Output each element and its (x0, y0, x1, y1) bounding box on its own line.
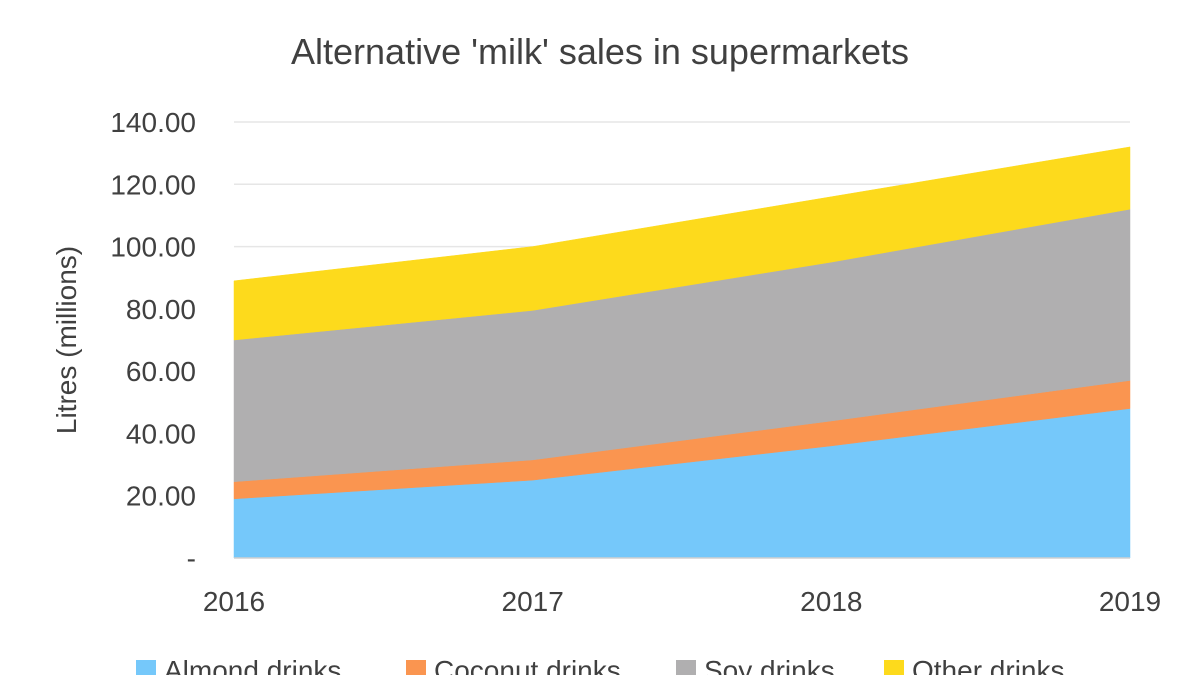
legend: Almond drinks Coconut drinks Soy drinks Oth… (136, 655, 1065, 675)
legend-label: Almond drinks (164, 655, 341, 675)
x-tick-label: 2017 (502, 586, 564, 617)
legend-label: Coconut drinks (434, 655, 621, 675)
y-tick-label: 40.00 (126, 418, 196, 449)
y-tick-label: 120.00 (110, 169, 196, 200)
legend-swatch (136, 660, 156, 675)
y-tick-label: 140.00 (110, 107, 196, 138)
x-axis-ticks: 2016 2017 2018 2019 (203, 557, 1161, 617)
legend-label: Soy drinks (704, 655, 835, 675)
y-tick-label: 80.00 (126, 294, 196, 325)
area-series (233, 146, 1131, 559)
x-tick-label: 2016 (203, 586, 265, 617)
x-tick-label: 2018 (800, 586, 862, 617)
y-tick-label: - (187, 543, 196, 574)
chart-title: Alternative 'milk' sales in supermarkets (291, 31, 909, 72)
y-tick-label: 60.00 (126, 356, 196, 387)
y-tick-label: 100.00 (110, 232, 196, 263)
legend-item: Other drinks (884, 655, 1065, 675)
legend-swatch (406, 660, 426, 675)
legend-swatch (676, 660, 696, 675)
legend-item: Soy drinks (676, 655, 835, 675)
y-axis-label: Litres (millions) (51, 246, 82, 434)
legend-item: Coconut drinks (406, 655, 621, 675)
y-axis-ticks: - 20.00 40.00 60.00 80.00 100.00 120.00 140.00 (110, 107, 196, 574)
legend-item: Almond drinks (136, 655, 341, 675)
legend-label: Other drinks (912, 655, 1065, 675)
x-tick-label: 2019 (1099, 586, 1161, 617)
area-other-drinks (233, 146, 1131, 341)
y-tick-label: 20.00 (126, 481, 196, 512)
legend-swatch (884, 660, 904, 675)
